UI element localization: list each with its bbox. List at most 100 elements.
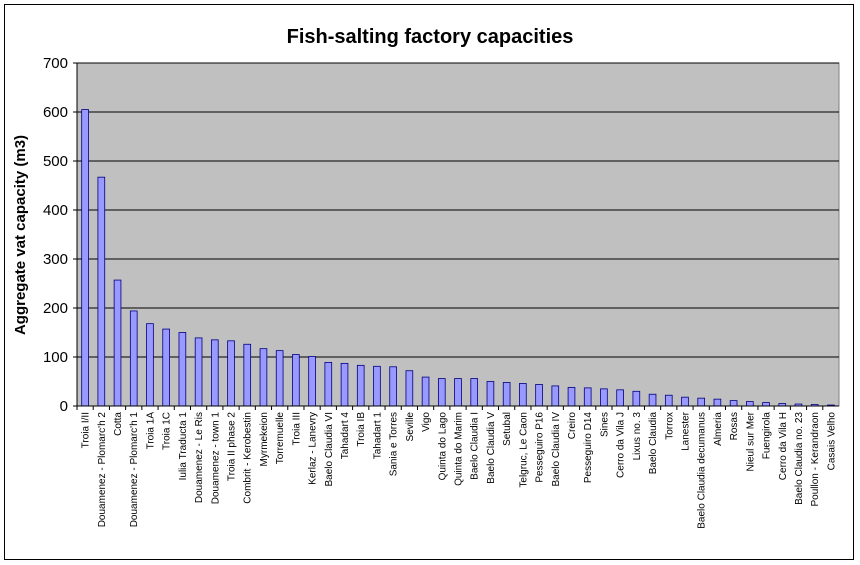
x-tick-label: Iulia Traducta 1 (178, 412, 189, 481)
bar (194, 337, 203, 407)
y-tick-label: 0 (60, 398, 68, 415)
bar (146, 323, 154, 407)
x-tick-label: Casais Velho (826, 412, 837, 471)
bar (502, 382, 511, 407)
x-tick-label: Lanester (680, 411, 691, 451)
x-tick-label: Nieul sur Mer (745, 411, 756, 471)
x-tick-label: Baelo Claudia V (486, 412, 497, 484)
x-axis-ticks: Troia I/II Douamenez - Plomarc'h 2 Cotta Do… (76, 406, 837, 529)
x-tick-label: Tahadart 1 (372, 412, 383, 460)
x-tick-label: Creiro (567, 412, 578, 440)
bar (389, 366, 397, 407)
bar (600, 388, 608, 407)
bar (616, 389, 624, 407)
bar (762, 402, 770, 407)
bar (729, 400, 738, 407)
bar (340, 362, 349, 407)
bar (681, 396, 689, 407)
bar (275, 350, 284, 407)
y-tick-label: 700 (43, 55, 68, 72)
bar (373, 365, 381, 407)
x-tick-label: Poullon - Kerandraon (810, 412, 821, 507)
bar (454, 378, 462, 407)
y-tick-label: 200 (43, 300, 68, 317)
x-tick-label: Troia I/II (81, 412, 92, 448)
gridlines (77, 62, 839, 358)
y-tick-label: 400 (43, 202, 68, 219)
bar (535, 384, 543, 407)
x-tick-label: Sines (599, 412, 610, 437)
bar (178, 332, 187, 407)
bar (648, 393, 657, 407)
bar (632, 390, 641, 407)
x-tick-label: Baelo Claudia I (470, 412, 481, 480)
bar (324, 361, 333, 407)
x-tick-label: Cerro da Vila H (778, 412, 789, 480)
bar (308, 356, 316, 407)
x-tick-label: Douamenez - Plomarc'h 1 (129, 412, 140, 528)
x-tick-label: Baelo Claudia decumanus (697, 412, 708, 529)
bar (713, 398, 722, 407)
x-tick-label: Torremuelle (275, 412, 286, 465)
bar (162, 328, 170, 407)
bar (259, 348, 268, 407)
x-tick-label: Kerlaz - Lanevry (308, 412, 319, 485)
x-tick-label: Troia III (291, 412, 302, 446)
bar (81, 109, 89, 407)
bar (227, 340, 235, 407)
x-tick-label: Troia IB (356, 412, 367, 447)
chart-title: Fish-salting factory capacities (287, 26, 574, 48)
bar (486, 381, 495, 407)
bar (567, 386, 576, 407)
x-tick-label: Pesseguiro P16 (535, 412, 546, 483)
x-tick-label: Douamenez - town 1 (210, 412, 221, 505)
bar (97, 176, 106, 407)
x-tick-label: Fuengirola (762, 412, 773, 460)
bar (421, 376, 430, 407)
bar (405, 370, 414, 407)
y-tick-label: 100 (43, 349, 68, 366)
x-tick-label: Troia II phase 2 (227, 412, 238, 482)
x-tick-label: Pesseguiro D14 (583, 412, 594, 484)
x-tick-label: Myrmekeion (259, 412, 270, 466)
bar (746, 401, 754, 407)
bar (437, 378, 446, 407)
bar (519, 383, 527, 407)
bar (551, 385, 560, 407)
x-tick-label: Vigo (421, 412, 432, 432)
bar (243, 343, 252, 407)
bar (470, 378, 479, 407)
y-tick-label: 600 (43, 104, 68, 121)
y-tick-label: 300 (43, 251, 68, 268)
bar (356, 364, 365, 407)
x-tick-label: Almeria (713, 412, 724, 446)
bar (664, 394, 673, 407)
x-tick-label: Cotta (113, 412, 124, 436)
x-tick-label: Troia 1A (145, 412, 156, 450)
bar (697, 397, 705, 407)
x-tick-label: Setubal (502, 412, 513, 446)
y-tick-label: 500 (43, 153, 68, 170)
x-tick-label: Quinta do Lago (437, 412, 448, 481)
x-tick-label: Sania e Torres (389, 412, 400, 476)
x-tick-label: Baelo Claudia (648, 412, 659, 475)
x-tick-label: Douamenez - Le Ris (194, 412, 205, 503)
y-axis-ticks: 0 100 200 300 400 500 600 700 (43, 55, 77, 415)
bar (113, 279, 122, 407)
x-tick-label: Baelo Claudia VI (324, 412, 335, 487)
x-tick-label: Lixus no. 3 (632, 412, 643, 461)
y-axis-label: Aggregate vat capacity (m3) (12, 135, 29, 335)
x-tick-label: Troia 1C (162, 412, 173, 450)
x-tick-label: Baelo Claudia IV (551, 412, 562, 487)
x-tick-label: Combrit - Kerobestin (243, 412, 254, 504)
bar (292, 354, 300, 407)
x-tick-label: Tahadart 4 (340, 412, 351, 460)
x-tick-label: Torrox (664, 412, 675, 440)
x-tick-label: Cerro da Vila J (616, 412, 627, 478)
bar (583, 387, 592, 407)
x-tick-label: Baelo Claudia no. 23 (794, 412, 805, 505)
x-tick-label: Seville (405, 412, 416, 442)
bar (129, 310, 138, 407)
x-tick-label: Douamenez - Plomarc'h 2 (97, 412, 108, 528)
